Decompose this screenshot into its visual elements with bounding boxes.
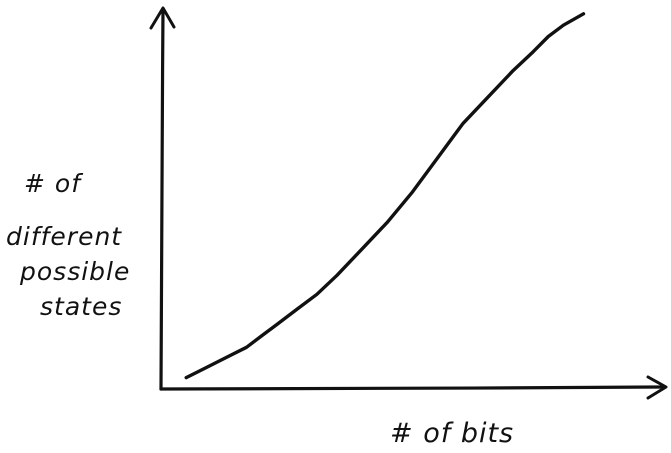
y-axis-label-line-3: possible	[19, 257, 130, 286]
y-axis-label-line-2: different	[6, 222, 122, 251]
y-axis-arrowhead	[149, 6, 176, 30]
x-axis-label: # of bits	[390, 418, 514, 449]
x-axis-arrowhead	[646, 375, 668, 400]
y-axis-label-line-4: states	[40, 292, 122, 321]
series-line	[184, 12, 586, 380]
y-axis-label-line-1: # of	[24, 169, 83, 198]
x-axis-line	[159, 385, 666, 391]
y-axis-line	[159, 8, 165, 391]
